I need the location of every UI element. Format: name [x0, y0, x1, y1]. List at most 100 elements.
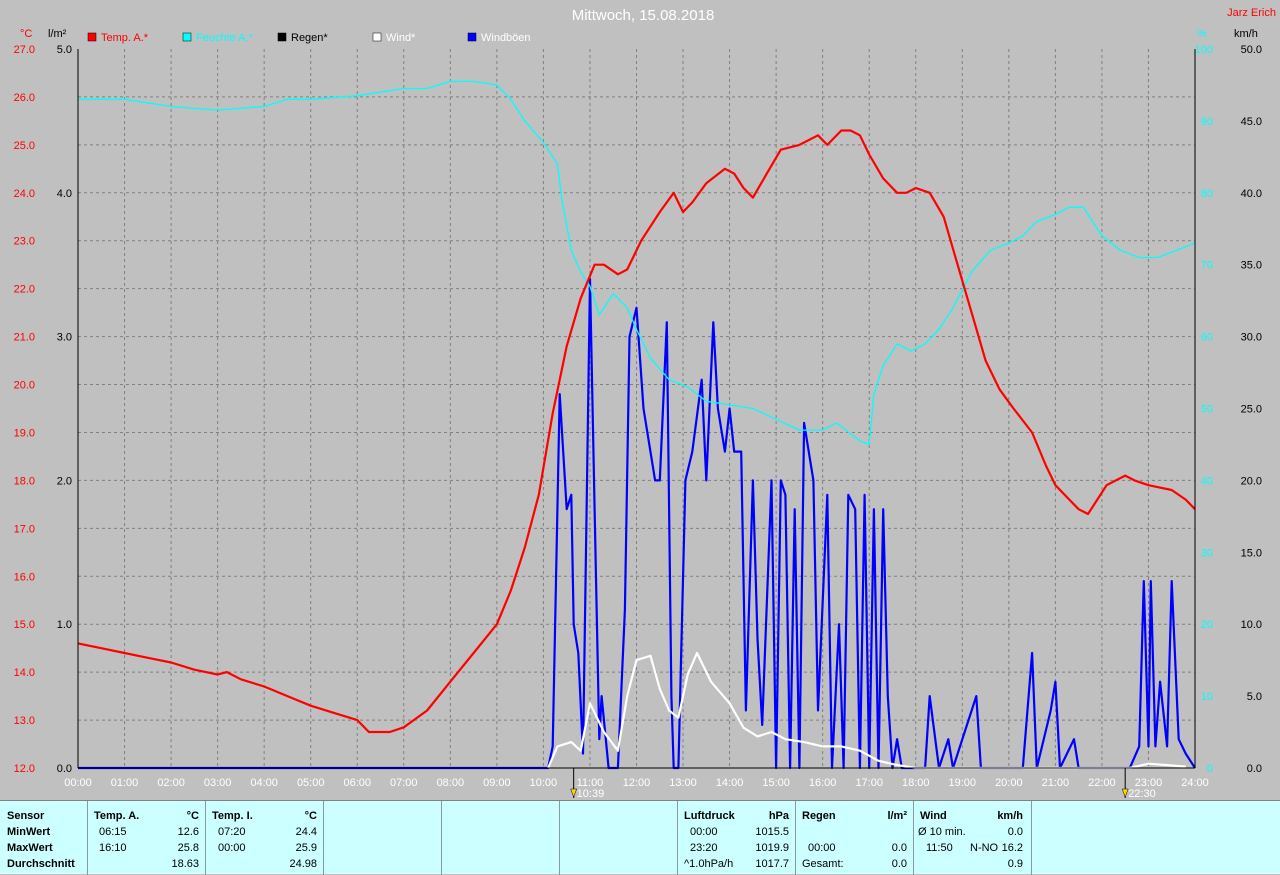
humidity-tick-label: 50	[1201, 404, 1213, 416]
temp-i-unit: °C	[304, 810, 317, 822]
series-line-3	[78, 278, 1196, 770]
speed-tick-label: 0.0	[1247, 763, 1262, 775]
event-sun-icon	[570, 788, 578, 798]
temp-tick-label: 19.0	[14, 427, 35, 439]
pressure-min-time: 00:00	[690, 826, 718, 838]
humidity-tick-label: 70	[1201, 260, 1213, 272]
x-tick-label: 13:00	[669, 777, 697, 789]
wind-max-direction: N-NO	[970, 842, 999, 854]
series-line-0	[77, 129, 1196, 734]
stats-col-empty-2	[442, 801, 560, 875]
x-tick-label: 00:00	[64, 777, 92, 789]
left-unit-temp: °C	[20, 28, 32, 40]
rain-tick-label: 5.0	[57, 44, 72, 56]
speed-tick-label: 30.0	[1241, 332, 1262, 344]
x-tick-label: 12:00	[623, 777, 651, 789]
stats-row-max: MaxWert	[7, 842, 53, 854]
wind-unit: km/h	[997, 810, 1023, 822]
temp-tick-label: 17.0	[14, 523, 35, 535]
temp-tick-label: 20.0	[14, 380, 35, 392]
speed-tick-label: 50.0	[1241, 44, 1262, 56]
temp-tick-label: 16.0	[14, 571, 35, 583]
temp-tick-label: 26.0	[14, 92, 35, 104]
humidity-tick-label: 80	[1201, 188, 1213, 200]
rain-tick-label: 1.0	[57, 619, 72, 631]
legend-label: Windböen	[481, 32, 531, 44]
temp-tick-label: 22.0	[14, 284, 35, 296]
speed-tick-label: 15.0	[1241, 547, 1262, 559]
legend-label: Regen*	[291, 32, 328, 44]
humidity-tick-label: 100	[1195, 44, 1213, 56]
temp-a-avg-value: 18.63	[171, 858, 199, 870]
temp-i-max-time: 00:00	[218, 842, 246, 854]
x-tick-label: 18:00	[902, 777, 930, 789]
series-group	[77, 80, 1196, 770]
series-line-2	[547, 651, 1186, 770]
stats-col-temp-i: Temp. I. °C 07:20 00:00 24.4 25.9 24.98	[206, 801, 324, 875]
temp-a-max-time: 16:10	[99, 842, 127, 854]
temp-i-min-value: 24.4	[295, 826, 317, 838]
legend-swatch	[467, 32, 477, 42]
x-tick-label: 03:00	[204, 777, 232, 789]
plot-area	[78, 49, 1195, 768]
x-tick-label: 11:00	[577, 777, 604, 789]
wind-max-time: 11:50	[926, 842, 953, 854]
event-sun-icon	[1121, 788, 1129, 798]
rain-tick-label: 2.0	[57, 475, 72, 487]
temp-tick-label: 24.0	[14, 188, 35, 200]
stats-col-pressure: Luftdruck hPa 00:00 23:20 ^1.0hPa/h 1015…	[678, 801, 796, 875]
temp-tick-label: 25.0	[14, 140, 35, 152]
pressure-avg-value: 1017.7	[755, 858, 789, 870]
stats-col-rain: Regen l/m² 00:00 Gesamt: 0.0 0.0	[796, 801, 914, 875]
temp-i-max-value: 25.9	[295, 842, 317, 854]
rain-tick-label: 4.0	[57, 188, 72, 200]
speed-tick-label: 20.0	[1241, 475, 1262, 487]
x-tick-label: 02:00	[157, 777, 185, 789]
legend-swatch	[182, 32, 192, 42]
rain-unit: l/m²	[887, 810, 907, 822]
speed-tick-label: 40.0	[1241, 188, 1262, 200]
x-tick-label: 21:00	[1042, 777, 1070, 789]
stats-col-empty-1	[324, 801, 442, 875]
stats-sensor-header: Sensor	[7, 810, 45, 822]
x-tick-label: 23:00	[1135, 777, 1163, 789]
x-tick-label: 05:00	[297, 777, 325, 789]
series-line-1	[78, 80, 1196, 446]
temp-a-min-time: 06:15	[99, 826, 127, 838]
temp-tick-label: 23.0	[14, 236, 35, 248]
speed-tick-label: 25.0	[1241, 404, 1262, 416]
chart-title: Mittwoch, 15.08.2018	[572, 7, 715, 24]
speed-tick-label: 5.0	[1247, 691, 1262, 703]
x-tick-label: 20:00	[995, 777, 1023, 789]
humidity-tick-label: 0	[1207, 763, 1213, 775]
temp-tick-label: 18.0	[14, 475, 35, 487]
temp-tick-label: 13.0	[14, 715, 35, 727]
humidity-tick-label: 90	[1201, 116, 1213, 128]
speed-tick-label: 35.0	[1241, 260, 1262, 272]
humidity-tick-label: 40	[1201, 475, 1213, 487]
stats-row-min: MinWert	[7, 826, 51, 838]
temp-tick-label: 27.0	[14, 44, 35, 56]
x-tick-label: 01:00	[111, 777, 139, 789]
temp-tick-label: 14.0	[14, 667, 35, 679]
humidity-tick-label: 30	[1201, 547, 1213, 559]
x-tick-label: 10:00	[530, 777, 558, 789]
x-tick-label: 15:00	[762, 777, 790, 789]
legend-label: Feuchte A.*	[196, 32, 254, 44]
stats-col-empty-3	[560, 801, 678, 875]
temp-tick-label: 12.0	[14, 763, 35, 775]
x-tick-label: 17:00	[855, 777, 883, 789]
x-tick-label: 19:00	[949, 777, 977, 789]
temp-a-min-value: 12.6	[177, 826, 199, 838]
right-unit-speed: km/h	[1234, 28, 1258, 40]
x-tick-label: 07:00	[390, 777, 418, 789]
temp-a-header: Temp. A.	[94, 810, 140, 822]
humidity-tick-label: 60	[1201, 332, 1213, 344]
legend-swatch	[87, 32, 97, 42]
right-unit-pct: %	[1197, 28, 1207, 40]
x-tick-label: 22:00	[1088, 777, 1116, 789]
x-tick-label: 04:00	[250, 777, 278, 789]
stats-row-avg: Durchschnitt	[7, 858, 75, 870]
rain-max-time: 00:00	[808, 842, 836, 854]
statistics-panel: Sensor MinWert MaxWert Durchschnitt Temp…	[0, 800, 1280, 875]
